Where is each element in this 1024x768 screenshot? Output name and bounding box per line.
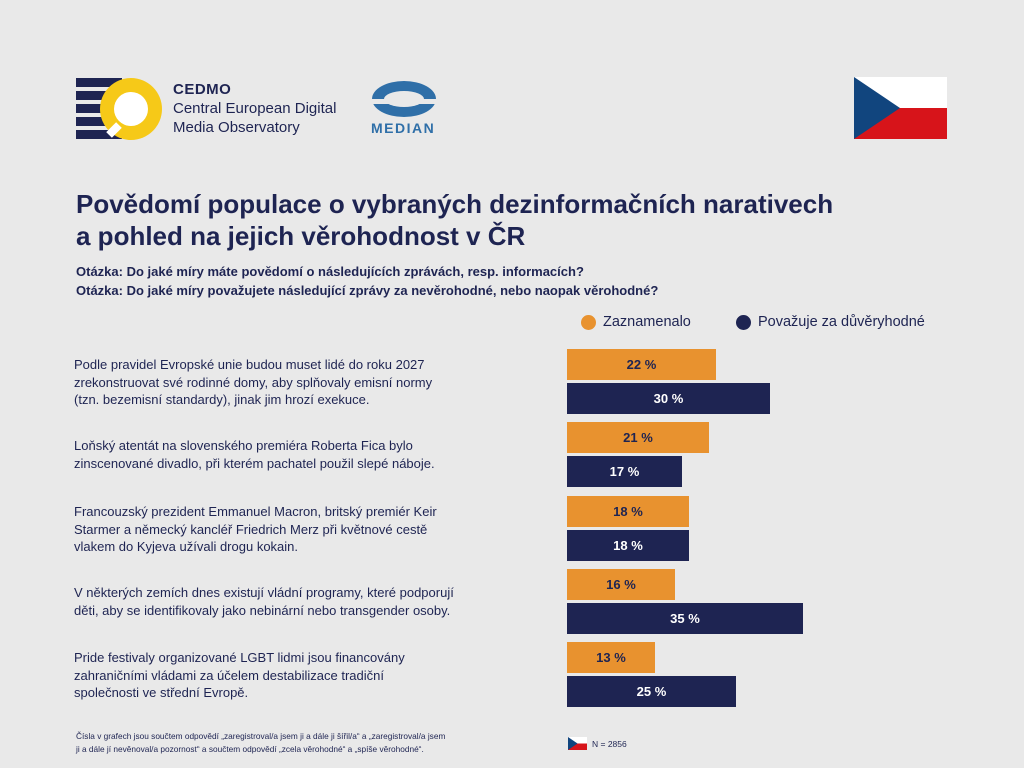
footnote-line-2: ji a dále jí nevěnoval/a pozornost“ a so… — [76, 744, 424, 754]
cedmo-brand-text: CEDMO Central European Digital Media Obs… — [173, 80, 336, 137]
row-label-line: děti, aby se identifikovaly jako nebinár… — [74, 602, 451, 618]
row-label-line: zrekonstruovat své rodinné domy, aby spl… — [74, 374, 433, 390]
cedmo-line1: Central European Digital — [173, 100, 337, 117]
row-label-line: Francouzský prezident Emmanuel Macron, b… — [74, 504, 437, 519]
bar-value-label: 30 % — [653, 391, 684, 406]
row-label-line: Loňský atentát na slovenského premiéra R… — [74, 438, 413, 453]
row-label: Pride festivaly organizované LGBT lidmi … — [74, 649, 544, 702]
question-2: Otázka: Do jaké míry považujete následuj… — [76, 283, 659, 298]
legend-item-zaznamenalo: Zaznamenalo — [581, 312, 691, 332]
bar-value-label: 35 % — [670, 611, 700, 626]
bar-duveryhodne: 18 % — [567, 530, 689, 561]
legend-item-duveryhodne: Považuje za důvěryhodné — [736, 312, 925, 332]
title-line-2: a pohled na jejich věrohodnost v ČR — [76, 221, 526, 251]
row-label-line: zahraničními vládami za účelem destabili… — [74, 667, 384, 683]
row-label-line: společnosti ve střední Evropě. — [74, 685, 249, 700]
row-label-line: Pride festivaly organizované LGBT lidmi … — [74, 650, 405, 665]
cedmo-logo — [76, 76, 166, 142]
row-label-line: Podle pravidel Evropské unie budou muset… — [74, 357, 425, 372]
footer-czech-flag-icon — [568, 737, 587, 750]
row-label-line: (tzn. bezemisní standardy), jinak jim hr… — [74, 392, 370, 407]
bar-value-label: 17 % — [609, 464, 640, 479]
bar-zaznamenalo: 16 % — [567, 569, 675, 600]
row-label-line: vlakem do Kyjeva užívali drogu kokain. — [74, 539, 299, 554]
legend-swatch-navy — [736, 314, 751, 330]
bar-value-label: 25 % — [636, 684, 667, 699]
row-label-line: V některých zemích dnes existují vládní … — [74, 585, 454, 600]
bar-duveryhodne: 25 % — [567, 676, 736, 707]
title-line-1: Povědomí populace o vybraných dezinforma… — [76, 189, 834, 219]
cedmo-name: CEDMO — [173, 81, 232, 98]
bar-duveryhodne: 35 % — [567, 603, 803, 634]
bar-zaznamenalo: 13 % — [567, 642, 655, 673]
bar-value-label: 21 % — [623, 430, 653, 445]
footnote: Čísla v grafech jsou součtem odpovědí „z… — [76, 730, 556, 756]
bar-value-label: 18 % — [613, 504, 643, 519]
bar-zaznamenalo: 18 % — [567, 496, 689, 527]
row-label: V některých zemích dnes existují vládní … — [74, 584, 544, 619]
czech-flag-icon — [854, 77, 947, 139]
bar-duveryhodne: 30 % — [567, 383, 770, 414]
bar-zaznamenalo: 21 % — [567, 422, 709, 453]
legend-label-duveryhodne: Považuje za důvěryhodné — [758, 314, 925, 330]
chart-title: Povědomí populace o vybraných dezinforma… — [76, 188, 956, 252]
cedmo-line2: Media Observatory — [173, 119, 300, 136]
sample-size: N = 2856 — [592, 739, 627, 749]
legend-label-zaznamenalo: Zaznamenalo — [603, 314, 691, 330]
row-label-line: Starmer a německý kancléř Friedrich Merz… — [74, 521, 428, 537]
bar-value-label: 16 % — [606, 577, 636, 592]
row-label-line: zinscenované divadlo, při kterém pachate… — [74, 455, 435, 471]
row-label: Loňský atentát na slovenského premiéra R… — [74, 437, 544, 472]
bar-value-label: 13 % — [596, 650, 626, 665]
footnote-line-1: Čísla v grafech jsou součtem odpovědí „z… — [76, 731, 446, 741]
question-1: Otázka: Do jaké míry máte povědomí o nás… — [76, 264, 584, 279]
median-name: MEDIAN — [371, 120, 436, 136]
bar-value-label: 22 % — [626, 357, 657, 372]
median-logo-icon — [369, 78, 439, 120]
row-label: Francouzský prezident Emmanuel Macron, b… — [74, 503, 544, 556]
row-label: Podle pravidel Evropské unie budou muset… — [74, 356, 544, 409]
bar-value-label: 18 % — [613, 538, 643, 553]
bar-duveryhodne: 17 % — [567, 456, 682, 487]
legend-swatch-orange — [581, 314, 596, 330]
bar-zaznamenalo: 22 % — [567, 349, 716, 380]
